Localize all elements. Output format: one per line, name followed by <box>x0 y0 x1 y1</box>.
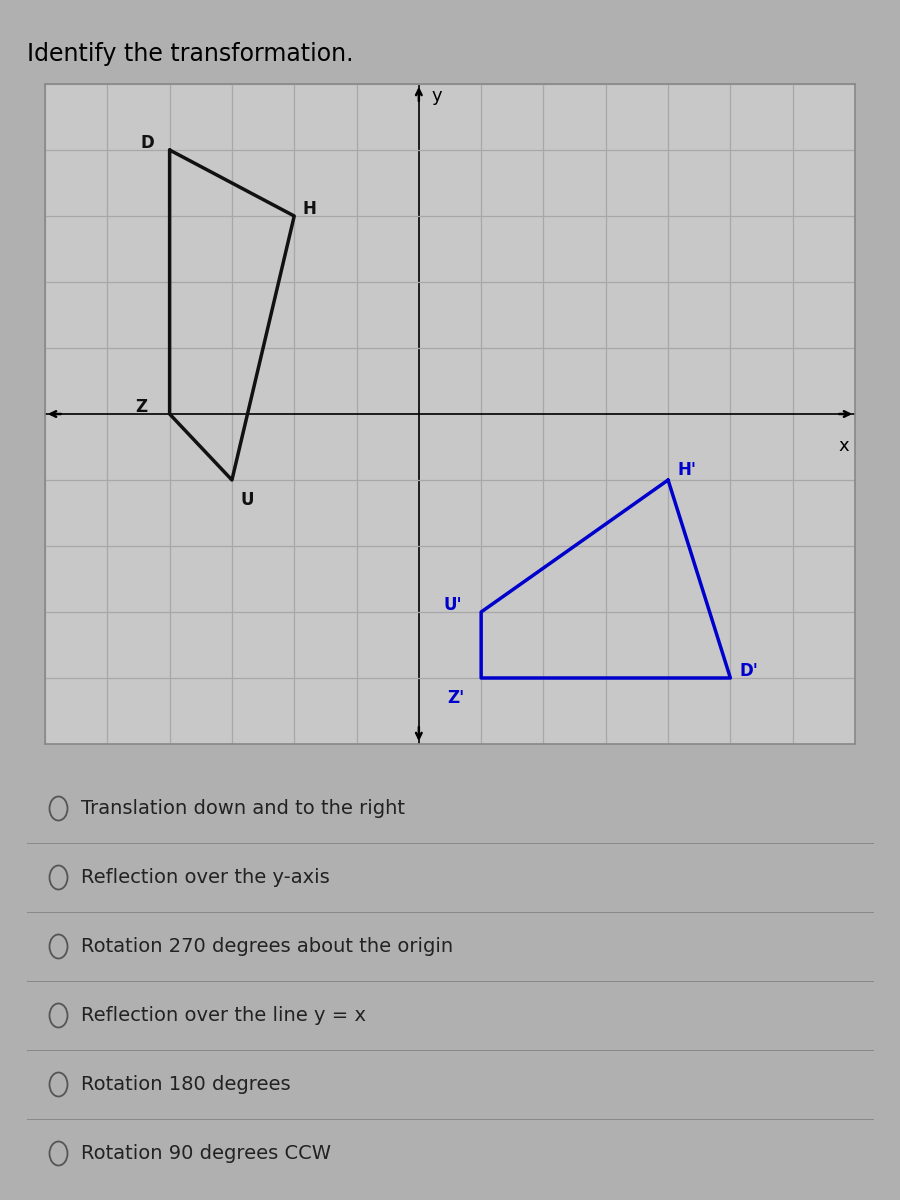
Text: D: D <box>141 134 155 152</box>
Text: y: y <box>431 88 442 106</box>
Text: Translation down and to the right: Translation down and to the right <box>81 799 405 818</box>
Text: Identify the transformation.: Identify the transformation. <box>27 42 354 66</box>
Text: Z: Z <box>136 398 148 416</box>
Text: U': U' <box>444 596 463 614</box>
Text: Rotation 90 degrees CCW: Rotation 90 degrees CCW <box>81 1144 331 1163</box>
Text: Z': Z' <box>447 689 465 707</box>
Text: Reflection over the line y = x: Reflection over the line y = x <box>81 1006 366 1025</box>
Text: U: U <box>241 491 255 509</box>
Text: Rotation 270 degrees about the origin: Rotation 270 degrees about the origin <box>81 937 453 956</box>
Text: H': H' <box>678 461 697 479</box>
Text: Reflection over the y-axis: Reflection over the y-axis <box>81 868 329 887</box>
Text: Rotation 180 degrees: Rotation 180 degrees <box>81 1075 291 1094</box>
Text: H: H <box>303 200 317 218</box>
Text: x: x <box>838 437 849 455</box>
Text: D': D' <box>740 662 759 680</box>
